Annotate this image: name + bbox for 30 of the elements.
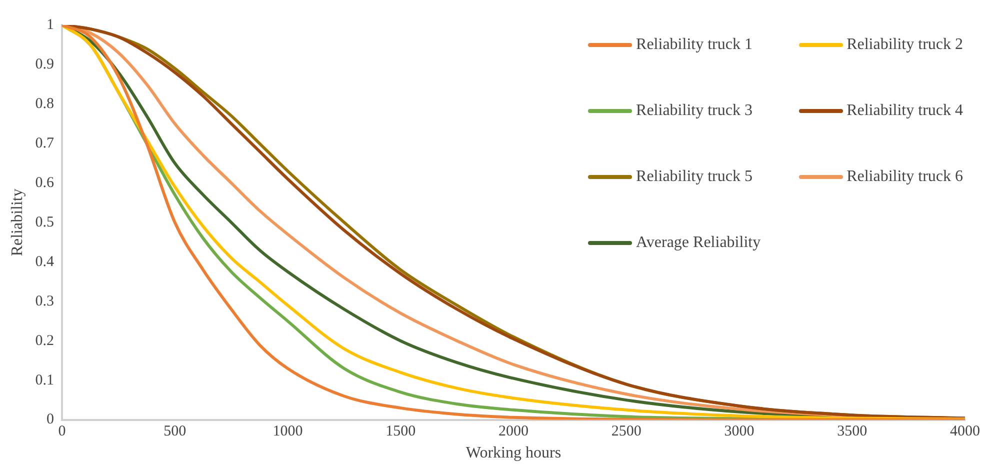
x-tick-label: 3500 (837, 424, 868, 440)
x-tick-label: 2500 (611, 424, 642, 440)
x-tick-label: 3000 (724, 424, 754, 440)
y-tick-label: 0.4 (35, 254, 54, 270)
x-tick-label: 1000 (272, 424, 303, 440)
y-axis-title: Reliability (8, 188, 26, 256)
x-axis-title: Working hours (466, 444, 562, 462)
y-tick-label: 0.7 (35, 135, 54, 152)
y-tick-label: 0.2 (35, 332, 54, 349)
y-tick-label: 0.9 (35, 56, 54, 72)
x-tick-label: 2000 (498, 424, 528, 440)
y-tick-label: 0.3 (35, 293, 54, 310)
legend-label: Average Reliability (636, 234, 761, 252)
y-tick-label: 1 (46, 16, 54, 33)
legend-label: Reliability truck 5 (636, 168, 752, 186)
legend-label: Reliability truck 6 (846, 168, 963, 186)
legend-label: Reliability truck 3 (636, 102, 752, 120)
x-tick-label: 0 (58, 424, 66, 440)
x-tick-label: 4000 (950, 424, 980, 440)
legend-label: Reliability truck 1 (636, 36, 752, 54)
y-tick-label: 0.6 (35, 174, 54, 191)
y-tick-label: 0.5 (35, 214, 54, 230)
legend-label: Reliability truck 4 (846, 102, 963, 120)
y-tick-label: 0 (46, 412, 54, 428)
x-tick-label: 1500 (386, 424, 416, 440)
legend-label: Reliability truck 2 (846, 36, 963, 54)
y-tick-label: 0.1 (35, 372, 54, 388)
x-tick-label: 500 (164, 424, 186, 440)
y-tick-label: 0.8 (35, 96, 54, 112)
line-series (62, 25, 965, 420)
